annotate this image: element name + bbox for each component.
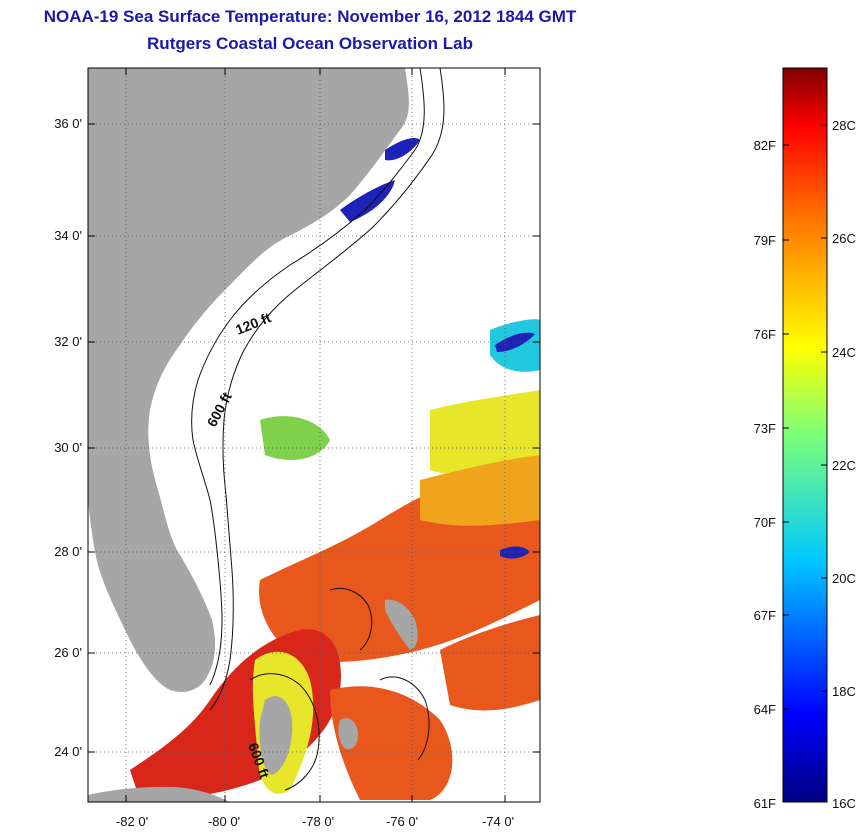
land-andros xyxy=(259,696,293,775)
sst-green-patch xyxy=(260,416,330,460)
colorbar-gradient xyxy=(782,67,828,803)
lat-label-36: 36 0' xyxy=(54,116,82,131)
sst-orange-east-patch xyxy=(440,615,540,711)
lat-label-34: 34 0' xyxy=(54,228,82,243)
cbar-c-24: 24C xyxy=(832,345,856,360)
cbar-c-28: 28C xyxy=(832,118,856,133)
longitude-labels: -82 0' -80 0' -78 0' -76 0' -74 0' xyxy=(116,814,514,829)
lon-label-76: -76 0' xyxy=(386,814,418,829)
lon-label-80: -80 0' xyxy=(208,814,240,829)
cbar-f-82: 82F xyxy=(754,138,776,153)
lat-label-26: 26 0' xyxy=(54,645,82,660)
cbar-c-18: 18C xyxy=(832,684,856,699)
lon-label-82: -82 0' xyxy=(116,814,148,829)
contour-600ft xyxy=(209,68,445,711)
lat-label-24: 24 0' xyxy=(54,744,82,759)
map-plot-area: 120 ft 600 ft 600 ft xyxy=(88,68,540,802)
bathymetry-contours xyxy=(191,68,445,791)
lat-label-30: 30 0' xyxy=(54,440,82,455)
contour-120ft xyxy=(191,68,425,686)
map-title: NOAA-19 Sea Surface Temperature: Novembe… xyxy=(43,7,577,26)
land-eleuthera xyxy=(385,599,418,650)
cbar-f-61: 61F xyxy=(754,796,776,811)
land-bahama-bank-n xyxy=(338,718,359,750)
lon-label-78: -78 0' xyxy=(302,814,334,829)
cbar-f-67: 67F xyxy=(754,608,776,623)
map-frame xyxy=(87,67,541,803)
land-cuba xyxy=(88,786,230,802)
cbar-c-16: 16C xyxy=(832,796,856,811)
sst-cold-east-patch xyxy=(500,546,530,559)
sst-cold-ne-patch xyxy=(495,332,535,352)
contour-600ft-bank xyxy=(249,673,320,791)
sst-cold-sound-patch xyxy=(340,180,395,222)
lat-label-32: 32 0' xyxy=(54,334,82,349)
cbar-f-73: 73F xyxy=(754,421,776,436)
colorbar-ticks xyxy=(783,124,827,710)
sst-orange-north-patch xyxy=(420,455,540,526)
axis-ticks xyxy=(88,68,540,802)
sst-orange-southeast-patch xyxy=(330,686,453,800)
contour-bank-n xyxy=(329,587,373,651)
contour-bank-e xyxy=(379,676,430,761)
land-us-coast xyxy=(88,68,409,692)
cbar-f-64: 64F xyxy=(754,702,776,717)
cbar-c-20: 20C xyxy=(832,571,856,586)
colorbar-celsius-labels: 28C 26C 24C 22C 20C 18C 16C xyxy=(832,118,856,811)
sst-cold-sound2-patch xyxy=(385,138,420,161)
cbar-f-70: 70F xyxy=(754,515,776,530)
colorbar: 82F 79F 76F 73F 70F 67F 64F 61F 28C 26C … xyxy=(754,67,856,811)
cbar-c-26: 26C xyxy=(832,231,856,246)
latitude-labels: 36 0' 34 0' 32 0' 30 0' 28 0' 26 0' 24 0… xyxy=(54,116,82,759)
lon-label-74: -74 0' xyxy=(482,814,514,829)
cbar-f-79: 79F xyxy=(754,233,776,248)
sst-yellow-patch xyxy=(430,390,540,476)
map-subtitle: Rutgers Coastal Ocean Observation Lab xyxy=(147,34,473,53)
cbar-c-22: 22C xyxy=(832,458,856,473)
colorbar-fahrenheit-labels: 82F 79F 76F 73F 70F 67F 64F 61F xyxy=(754,138,776,811)
lat-label-28: 28 0' xyxy=(54,544,82,559)
cbar-f-76: 76F xyxy=(754,327,776,342)
graticule xyxy=(88,68,540,802)
